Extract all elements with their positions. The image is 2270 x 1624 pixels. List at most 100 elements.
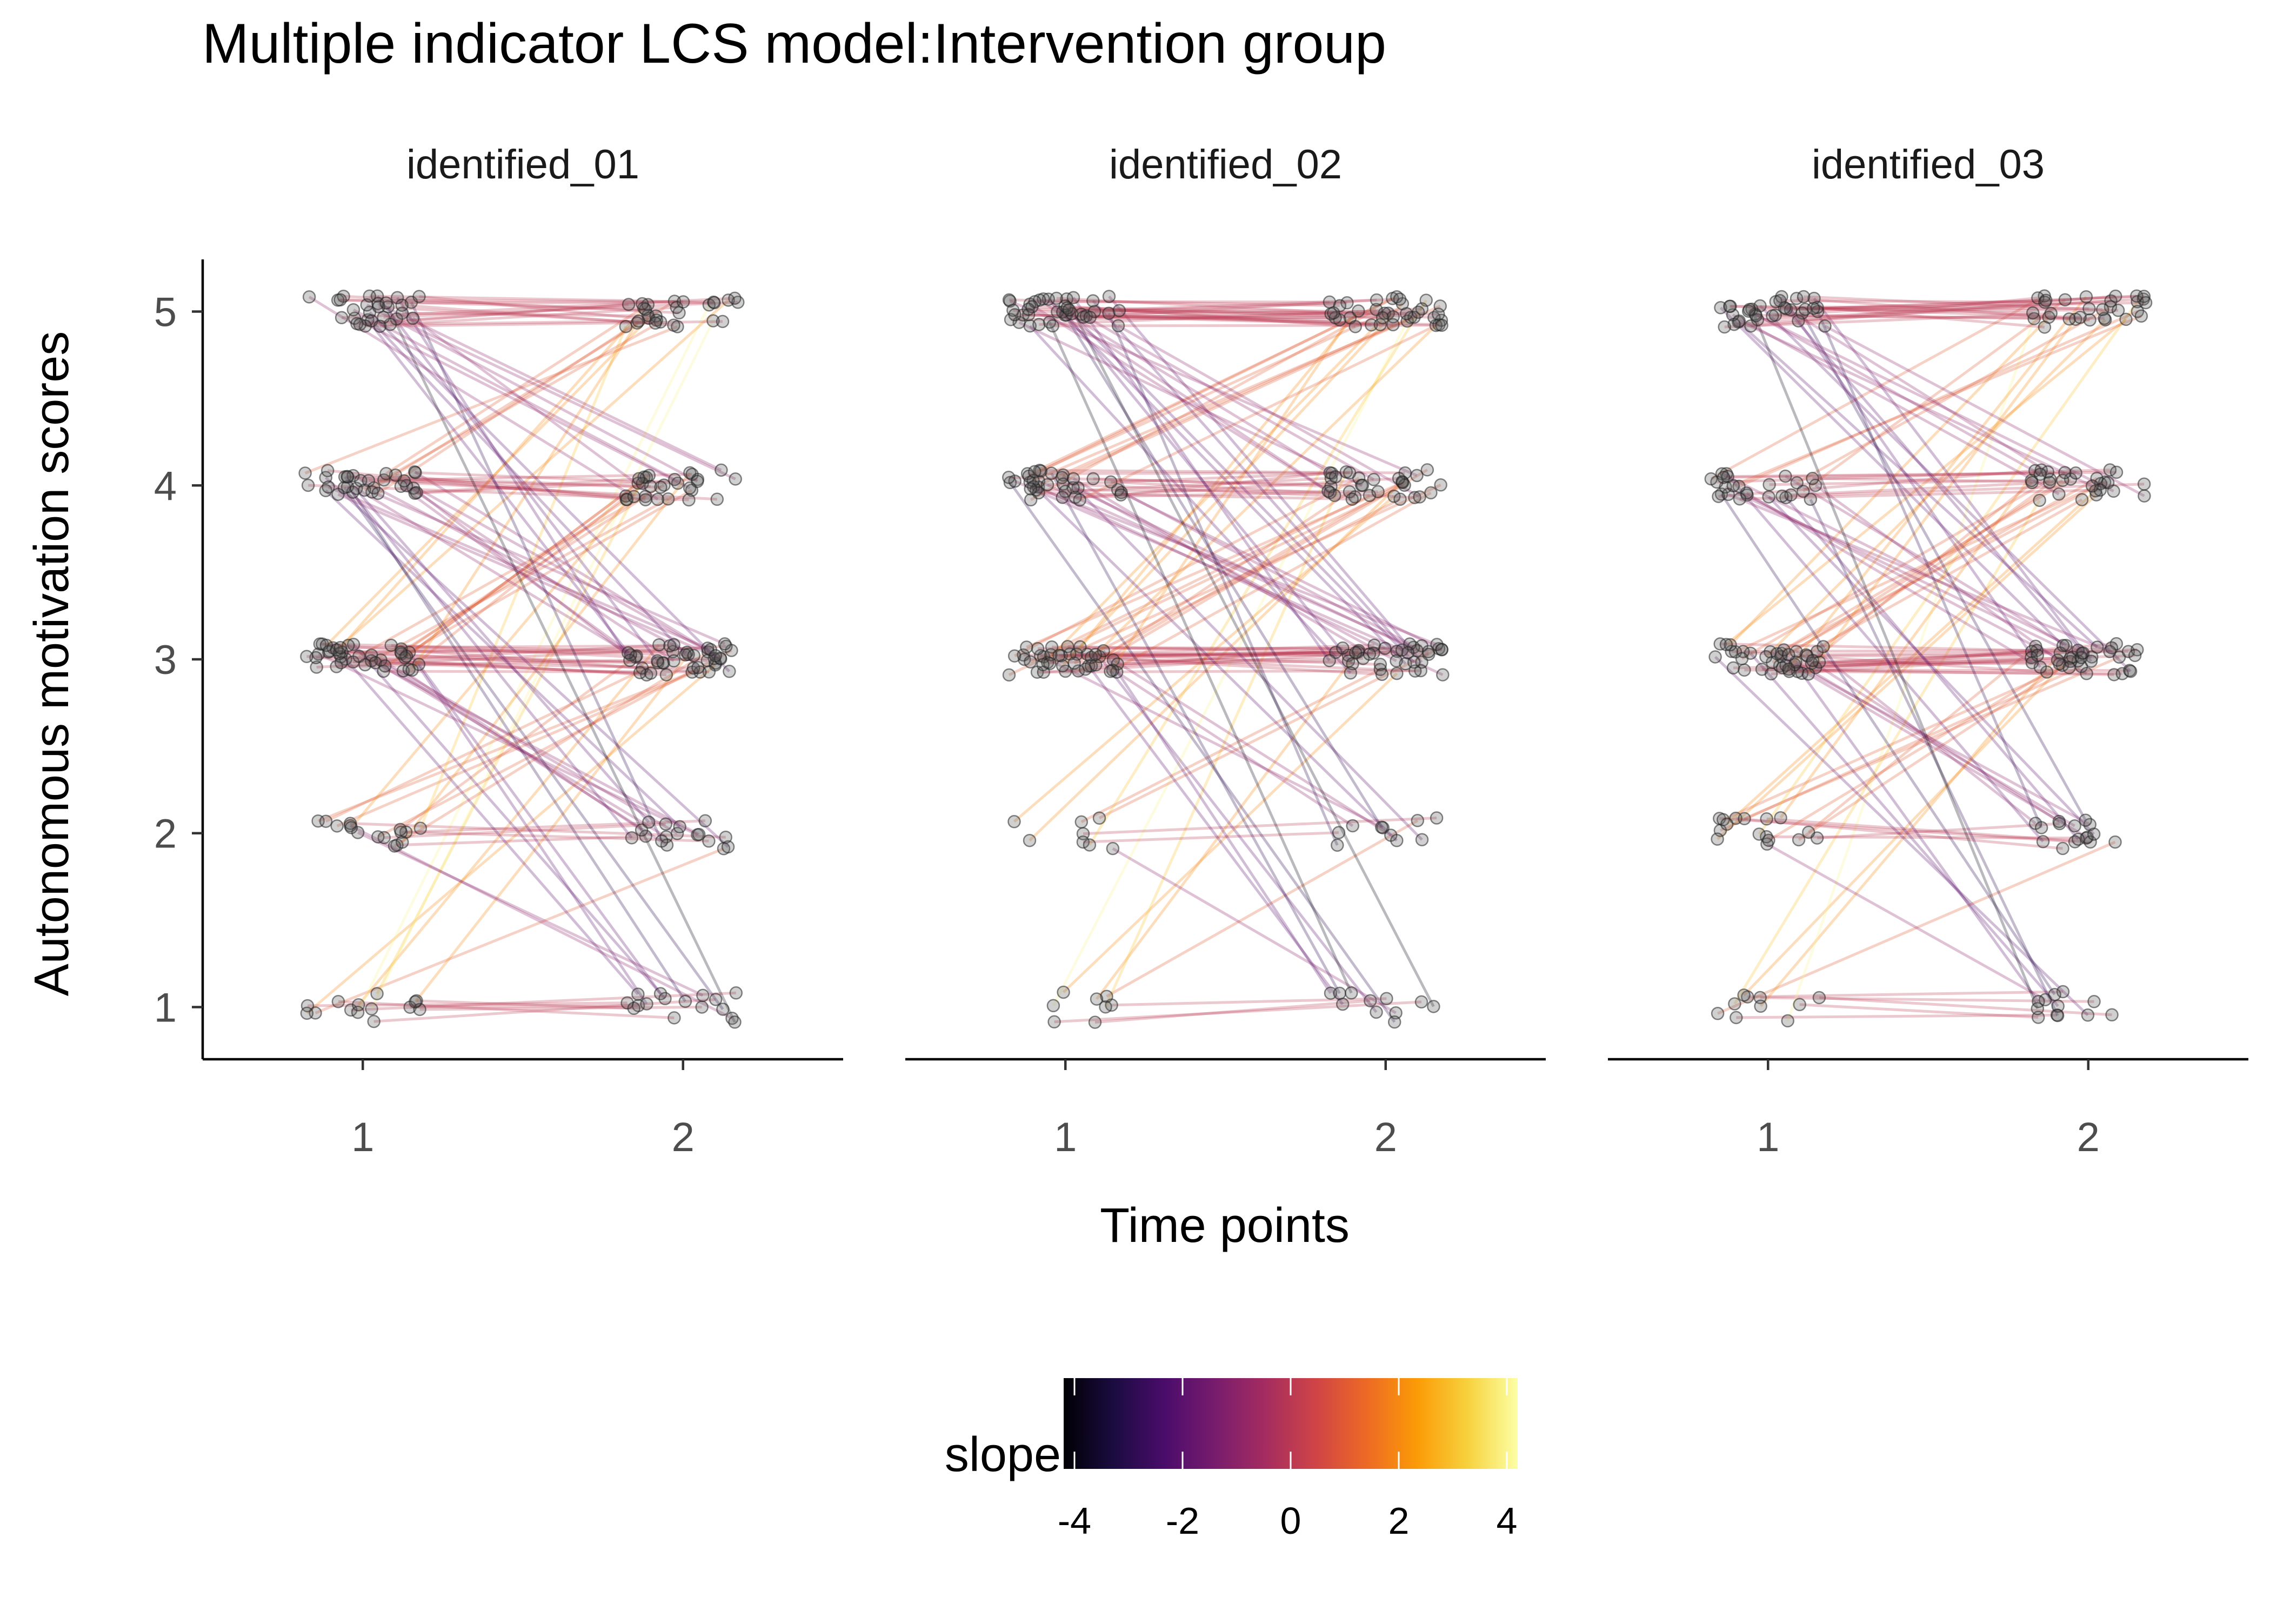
trajectory-line xyxy=(1072,477,1371,656)
trajectory-line xyxy=(1062,491,1331,499)
trajectory-line xyxy=(1783,478,2072,651)
observation-point xyxy=(410,486,423,499)
observation-point xyxy=(678,994,692,1008)
trajectory-line xyxy=(1813,297,2092,663)
observation-point xyxy=(1766,309,1779,323)
observation-point xyxy=(1007,815,1021,828)
observation-point xyxy=(378,659,392,673)
observation-point xyxy=(649,316,662,330)
observation-point xyxy=(1762,833,1775,847)
observation-point xyxy=(2137,477,2151,491)
y-tick-label: 4 xyxy=(154,463,177,509)
trajectory-line xyxy=(1795,660,2060,665)
trajectory-line xyxy=(400,485,637,658)
observation-point xyxy=(298,466,312,480)
trajectory-line xyxy=(1117,324,1420,498)
trajectory-line xyxy=(366,319,630,654)
trajectory-line xyxy=(350,474,650,829)
observation-point xyxy=(1020,640,1033,654)
trajectory-line xyxy=(1824,325,2145,497)
trajectory-line xyxy=(356,487,631,656)
observation-point xyxy=(1106,841,1120,856)
observation-point xyxy=(1762,478,1776,491)
trajectory-line xyxy=(1822,471,2066,648)
observation-point xyxy=(1774,811,1787,825)
trajectory-line xyxy=(1798,652,2083,841)
trajectory-line xyxy=(1070,652,1380,666)
observation-point xyxy=(1321,484,1335,498)
trajectory-line xyxy=(317,671,693,823)
trajectory-line xyxy=(1780,655,2091,826)
observation-point xyxy=(1779,469,1792,483)
trajectory-line xyxy=(1050,472,1341,994)
observation-point xyxy=(1793,998,1806,1012)
observation-point xyxy=(319,814,333,828)
trajectory-line xyxy=(383,670,709,673)
trajectory-line xyxy=(1096,650,1360,1000)
y-tick-label: 3 xyxy=(154,637,177,683)
trajectory-line xyxy=(1719,817,2075,844)
trajectory-line xyxy=(1812,481,2033,662)
observation-point xyxy=(682,493,696,507)
trajectory-line xyxy=(1098,656,1378,1013)
trajectory-lines xyxy=(304,295,738,1023)
observation-point xyxy=(1047,1015,1061,1029)
observation-point xyxy=(723,665,736,678)
trajectory-line xyxy=(1759,652,2061,1007)
observation-point xyxy=(302,290,316,304)
trajectory-line xyxy=(1116,671,1354,827)
trajectory-line xyxy=(369,311,731,673)
observation-point xyxy=(1040,478,1054,492)
observation-point xyxy=(1364,994,1377,1007)
observation-point xyxy=(1411,305,1425,319)
trajectory-line xyxy=(412,317,659,501)
trajectory-line xyxy=(1785,308,2084,654)
observation-point xyxy=(1712,490,1725,503)
observation-point xyxy=(2084,654,2098,668)
observation-point xyxy=(2119,312,2133,326)
observation-point xyxy=(1345,492,1359,506)
trajectory-line xyxy=(340,655,647,677)
trajectory-line xyxy=(400,495,646,654)
trajectory-line xyxy=(1043,298,1337,478)
observation-point xyxy=(2056,639,2070,652)
trajectory-line xyxy=(1014,477,1360,657)
observation-point xyxy=(1007,649,1021,663)
trajectory-line xyxy=(1073,498,1401,665)
trajectory-line xyxy=(397,834,646,847)
observation-point xyxy=(2042,476,2057,489)
trajectory-line xyxy=(1048,322,1353,994)
trajectory-line xyxy=(1791,481,2050,497)
trajectory-line xyxy=(1102,650,1332,994)
observation-point xyxy=(1114,488,1128,502)
observation-point xyxy=(300,650,313,663)
trajectory-line xyxy=(1038,480,1414,649)
observation-point xyxy=(1424,486,1438,500)
observation-point xyxy=(1083,310,1097,324)
observation-point xyxy=(1062,303,1076,317)
trajectory-line xyxy=(1112,847,1397,1014)
observation-point xyxy=(696,988,710,1003)
observation-point xyxy=(2108,289,2122,303)
x-tick-label: 1 xyxy=(1054,1114,1077,1160)
trajectory-line xyxy=(1716,493,2098,840)
observation-point xyxy=(370,987,384,1000)
observation-point xyxy=(687,649,700,663)
observation-point xyxy=(651,654,664,668)
panel-identified_03: identified_03 1 2 xyxy=(1608,142,2248,1160)
observation-point xyxy=(728,1015,742,1029)
observation-point xyxy=(1336,641,1350,655)
trajectory-line xyxy=(1079,324,1437,502)
observation-point xyxy=(1807,302,1820,315)
observation-point xyxy=(1056,491,1069,504)
observation-point xyxy=(1046,999,1060,1013)
observation-point xyxy=(1336,997,1350,1011)
chart-title: Multiple indicator LCS model:Interventio… xyxy=(202,12,1386,75)
observation-point xyxy=(310,660,323,674)
trajectory-line xyxy=(349,824,733,1020)
observation-point xyxy=(1002,668,1016,682)
observation-point xyxy=(373,319,387,333)
y-tick-label: 1 xyxy=(154,985,177,1031)
observation-point xyxy=(1104,475,1118,489)
trajectory-line xyxy=(1797,650,2032,673)
